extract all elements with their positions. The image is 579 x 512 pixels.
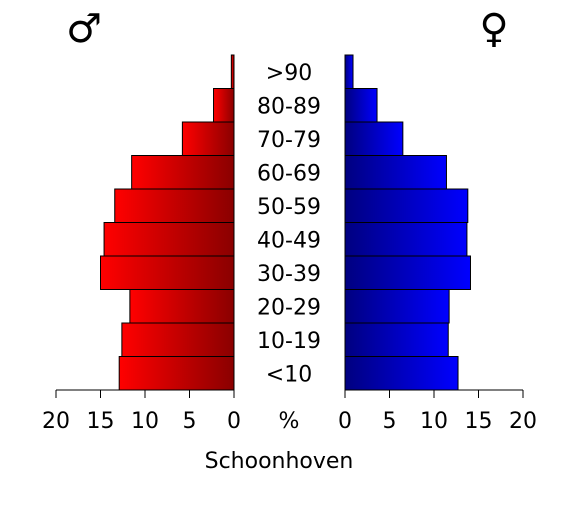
age-label-60-69: 60-69 — [257, 161, 321, 186]
age-label->90: >90 — [266, 61, 312, 86]
right-tick-label: 0 — [338, 409, 352, 434]
female-bar-70-79 — [344, 121, 404, 156]
x-axis-label: Schoonhoven — [205, 449, 354, 474]
age-labels: <10 10-19 20-29 30-39 40-49 50-59 60-69 70-79 80… — [257, 61, 321, 388]
left-tick-label: 20 — [42, 409, 70, 434]
unit-label: % — [279, 409, 300, 434]
right-tick-label: 20 — [509, 409, 537, 434]
right-tick-label: 15 — [465, 409, 493, 434]
age-label-<10: <10 — [266, 362, 312, 387]
male-bar-20-29 — [129, 289, 235, 324]
female-symbol-icon: ♀ — [479, 6, 508, 52]
male-bar-10-19 — [121, 322, 235, 357]
female-symbol: ♀ — [479, 6, 508, 52]
right-axis-ticks: 0 5 10 15 20 — [338, 390, 537, 434]
male-symbol: ♂ — [66, 6, 102, 52]
male-bar-40-49 — [103, 222, 235, 257]
right-axis: 0 5 10 15 20 — [338, 389, 537, 434]
male-bar-50-59 — [114, 188, 235, 223]
female-bar-<10 — [344, 356, 459, 391]
female-bar-80-89 — [344, 88, 378, 123]
female-bar-10-19 — [344, 322, 449, 357]
female-bar-20-29 — [344, 289, 450, 324]
female-bar->90 — [344, 54, 354, 89]
male-bar-70-79 — [181, 121, 235, 156]
left-tick-label: 5 — [183, 409, 197, 434]
male-bar->90 — [230, 54, 235, 89]
left-tick-label: 0 — [227, 409, 241, 434]
male-bar-80-89 — [213, 88, 235, 123]
female-bar-40-49 — [344, 222, 468, 257]
left-axis: 20 15 10 5 0 — [42, 389, 241, 434]
age-label-70-79: 70-79 — [257, 128, 321, 153]
male-symbol-icon: ♂ — [66, 6, 102, 52]
right-tick-label: 5 — [383, 409, 397, 434]
female-bar-30-39 — [344, 255, 471, 290]
age-label-20-29: 20-29 — [257, 295, 321, 320]
age-label-40-49: 40-49 — [257, 228, 321, 253]
age-label-50-59: 50-59 — [257, 195, 321, 220]
male-bar-<10 — [118, 356, 235, 391]
left-tick-label: 10 — [131, 409, 159, 434]
female-bar-50-59 — [344, 188, 469, 223]
female-bars — [344, 54, 471, 391]
right-tick-label: 10 — [420, 409, 448, 434]
age-label-30-39: 30-39 — [257, 262, 321, 287]
left-tick-label: 15 — [87, 409, 115, 434]
age-label-80-89: 80-89 — [257, 94, 321, 119]
male-bars — [100, 54, 235, 391]
male-bar-60-69 — [131, 155, 235, 190]
male-bar-30-39 — [100, 255, 235, 290]
age-label-10-19: 10-19 — [257, 329, 321, 354]
female-bar-60-69 — [344, 155, 447, 190]
left-axis-ticks: 20 15 10 5 0 — [42, 390, 241, 434]
